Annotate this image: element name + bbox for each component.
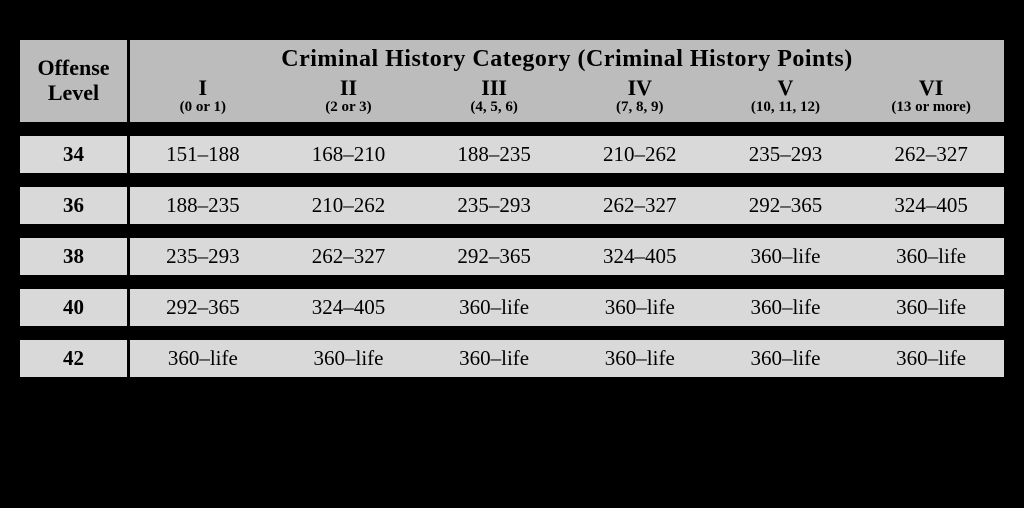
- range-cell: 292–365: [421, 238, 567, 275]
- range-cell: 360–life: [567, 289, 713, 326]
- range-cell: 235–293: [130, 238, 276, 275]
- header-offense-level: Offense Level: [20, 40, 130, 122]
- spacer-row: [20, 326, 1004, 340]
- range-cell: 235–293: [421, 187, 567, 224]
- header-cat-roman: I: [130, 75, 276, 99]
- header-cat-2: II (2 or 3): [276, 75, 422, 122]
- header-cat-points: (13 or more): [858, 99, 1004, 122]
- range-cell: 188–235: [130, 187, 276, 224]
- offense-level-cell: 36: [20, 187, 130, 224]
- range-cell: 188–235: [421, 136, 567, 173]
- range-cell: 292–365: [713, 187, 859, 224]
- range-cell: 360–life: [130, 340, 276, 377]
- header-cat-roman: III: [421, 75, 567, 99]
- range-cell: 210–262: [567, 136, 713, 173]
- range-cell: 235–293: [713, 136, 859, 173]
- table-row: 34151–188168–210188–235210–262235–293262…: [20, 136, 1004, 173]
- range-cell: 262–327: [567, 187, 713, 224]
- range-cell: 210–262: [276, 187, 422, 224]
- header-cat-points: (4, 5, 6): [421, 99, 567, 122]
- header-cat-1: I (0 or 1): [130, 75, 276, 122]
- offense-level-cell: 38: [20, 238, 130, 275]
- range-cell: 360–life: [276, 340, 422, 377]
- table-row: 42360–life360–life360–life360–life360–li…: [20, 340, 1004, 377]
- table-row: 38235–293262–327292–365324–405360–life36…: [20, 238, 1004, 275]
- header-cat-3: III (4, 5, 6): [421, 75, 567, 122]
- range-cell: 168–210: [276, 136, 422, 173]
- table-header: Offense Level Criminal History Category …: [20, 40, 1004, 122]
- offense-label-line1: Offense: [20, 55, 127, 80]
- header-cat-points: (2 or 3): [276, 99, 422, 122]
- range-cell: 360–life: [713, 340, 859, 377]
- range-cell: 360–life: [858, 289, 1004, 326]
- range-cell: 324–405: [567, 238, 713, 275]
- range-cell: 360–life: [713, 238, 859, 275]
- range-cell: 360–life: [713, 289, 859, 326]
- range-cell: 262–327: [858, 136, 1004, 173]
- range-cell: 360–life: [858, 238, 1004, 275]
- table-body: 34151–188168–210188–235210–262235–293262…: [20, 122, 1004, 391]
- spacer-row: [20, 224, 1004, 238]
- header-cat-points: (7, 8, 9): [567, 99, 713, 122]
- offense-level-cell: 34: [20, 136, 130, 173]
- range-cell: 360–life: [421, 340, 567, 377]
- header-cat-points: (0 or 1): [130, 99, 276, 122]
- offense-level-cell: 42: [20, 340, 130, 377]
- header-cat-points: (10, 11, 12): [713, 99, 859, 122]
- header-cat-roman: IV: [567, 75, 713, 99]
- header-category-heading: Criminal History Category (Criminal Hist…: [130, 40, 1004, 75]
- spacer-row: [20, 377, 1004, 391]
- range-cell: 292–365: [130, 289, 276, 326]
- range-cell: 360–life: [567, 340, 713, 377]
- spacer-row: [20, 173, 1004, 187]
- sentencing-table: Offense Level Criminal History Category …: [20, 40, 1004, 391]
- spacer-row: [20, 122, 1004, 136]
- spacer-row: [20, 275, 1004, 289]
- table-row: 40292–365324–405360–life360–life360–life…: [20, 289, 1004, 326]
- range-cell: 151–188: [130, 136, 276, 173]
- offense-label-line2: Level: [20, 80, 127, 105]
- offense-level-cell: 40: [20, 289, 130, 326]
- header-cat-6: VI (13 or more): [858, 75, 1004, 122]
- header-cat-5: V (10, 11, 12): [713, 75, 859, 122]
- header-cat-4: IV (7, 8, 9): [567, 75, 713, 122]
- range-cell: 324–405: [276, 289, 422, 326]
- range-cell: 262–327: [276, 238, 422, 275]
- range-cell: 324–405: [858, 187, 1004, 224]
- header-cat-roman: V: [713, 75, 859, 99]
- table-row: 36188–235210–262235–293262–327292–365324…: [20, 187, 1004, 224]
- range-cell: 360–life: [858, 340, 1004, 377]
- range-cell: 360–life: [421, 289, 567, 326]
- header-cat-roman: VI: [858, 75, 1004, 99]
- header-cat-roman: II: [276, 75, 422, 99]
